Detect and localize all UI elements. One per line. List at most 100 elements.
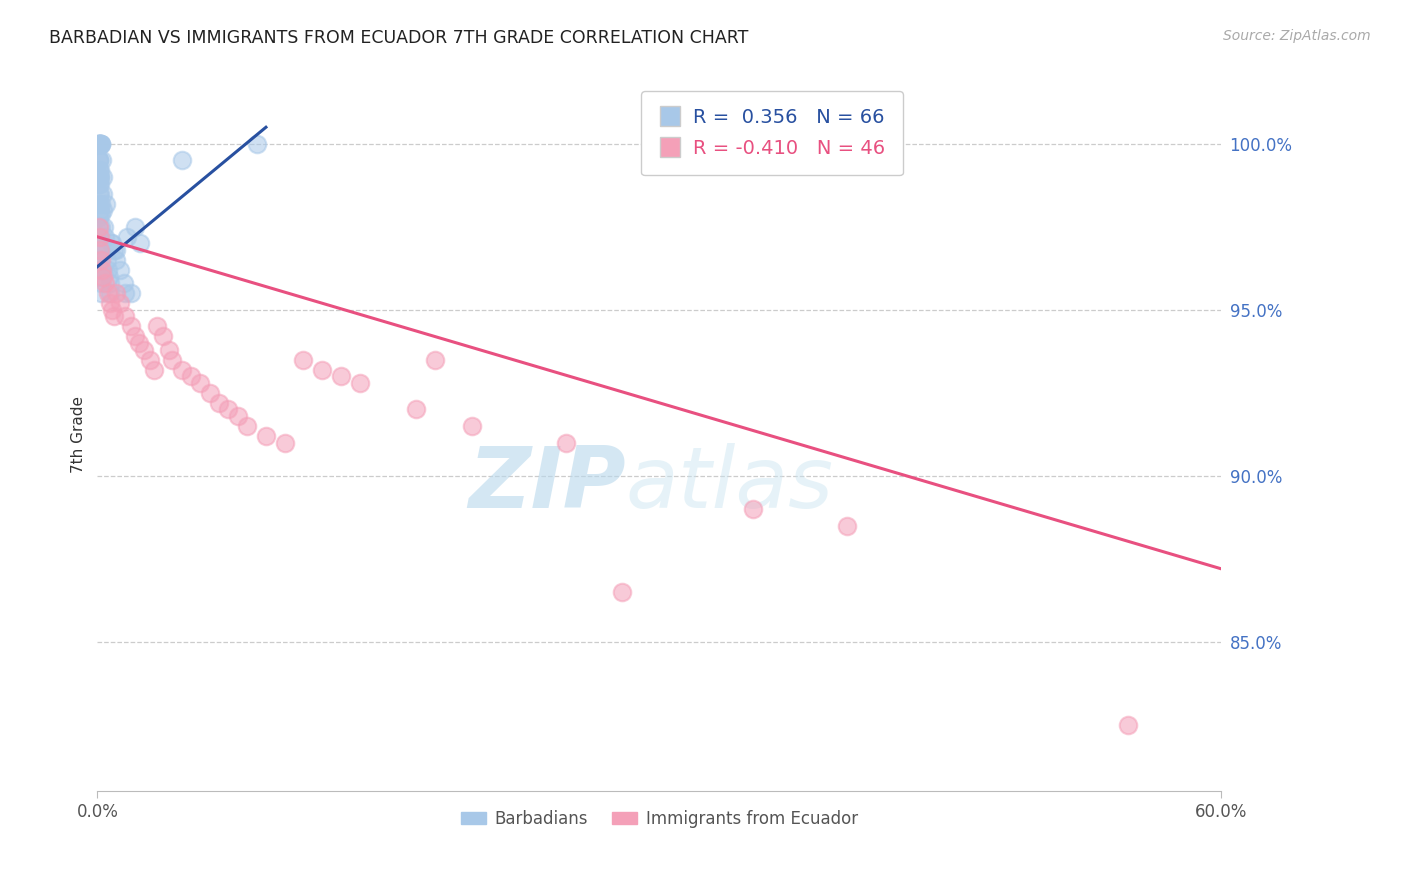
Point [292,352,315,367]
Point [146,319,169,334]
Point [170,362,193,376]
Point [100,236,122,251]
Point [91,263,114,277]
Point [89,236,111,251]
Point [97,263,120,277]
Point [98,296,121,310]
Point [91,153,114,168]
Point [90,206,112,220]
Point [90,136,112,151]
Point [90,136,112,151]
Point [405,402,427,417]
Point [89,253,111,268]
Point [89,136,111,151]
Point [89,196,111,211]
Point [190,376,212,390]
Point [89,136,111,151]
Point [90,269,112,284]
Point [90,277,112,291]
Point [94,196,117,211]
Point [226,409,249,423]
Point [208,396,231,410]
Text: ZIP: ZIP [468,442,626,525]
Text: atlas: atlas [626,442,834,525]
Point [100,286,122,301]
Point [94,277,117,291]
Point [91,203,114,218]
Point [89,210,111,224]
Point [90,219,112,234]
Point [97,286,120,301]
Point [89,203,111,218]
Point [87,136,110,151]
Point [87,186,110,201]
Point [89,229,111,244]
Point [89,186,111,201]
Point [89,177,111,191]
Point [89,136,111,151]
Point [89,169,111,184]
Point [96,253,118,268]
Point [91,169,114,184]
Point [124,329,146,343]
Point [554,435,576,450]
Point [101,236,124,251]
Point [101,302,124,317]
Point [152,329,174,343]
Point [198,385,221,400]
Point [124,219,146,234]
Point [89,153,111,168]
Point [103,243,125,257]
Point [461,419,484,434]
Point [90,253,112,268]
Point [142,362,165,376]
Point [90,286,112,301]
Point [91,186,114,201]
Point [87,219,110,234]
Point [89,169,111,184]
Point [89,243,111,257]
Point [98,277,121,291]
Point [105,286,128,301]
Point [89,169,111,184]
Point [112,277,135,291]
Point [108,296,131,310]
Point [90,263,112,277]
Point [87,136,110,151]
Point [89,177,111,191]
Point [97,269,120,284]
Point [162,352,184,367]
Point [170,153,193,168]
Point [89,136,111,151]
Point [139,352,162,367]
Point [835,518,858,533]
Point [103,310,125,324]
Point [114,310,136,324]
Point [114,286,136,301]
Point [117,229,139,244]
Point [120,286,142,301]
Point [134,343,156,357]
Point [129,236,152,251]
Point [349,376,371,390]
Point [273,435,295,450]
Point [180,369,202,384]
Point [94,229,117,244]
Point [89,163,111,178]
Point [105,243,128,257]
Point [91,269,114,284]
Point [93,219,115,234]
Point [89,163,111,178]
Text: Source: ZipAtlas.com: Source: ZipAtlas.com [1223,29,1371,43]
Point [89,253,111,268]
Point [89,263,111,277]
Point [245,136,267,151]
Point [90,136,112,151]
Text: BARBADIAN VS IMMIGRANTS FROM ECUADOR 7TH GRADE CORRELATION CHART: BARBADIAN VS IMMIGRANTS FROM ECUADOR 7TH… [49,29,748,46]
Point [1116,718,1139,732]
Point [128,336,150,351]
Point [89,243,111,257]
Legend: Barbadians, Immigrants from Ecuador: Barbadians, Immigrants from Ecuador [454,803,865,834]
Point [90,196,112,211]
Point [87,219,110,234]
